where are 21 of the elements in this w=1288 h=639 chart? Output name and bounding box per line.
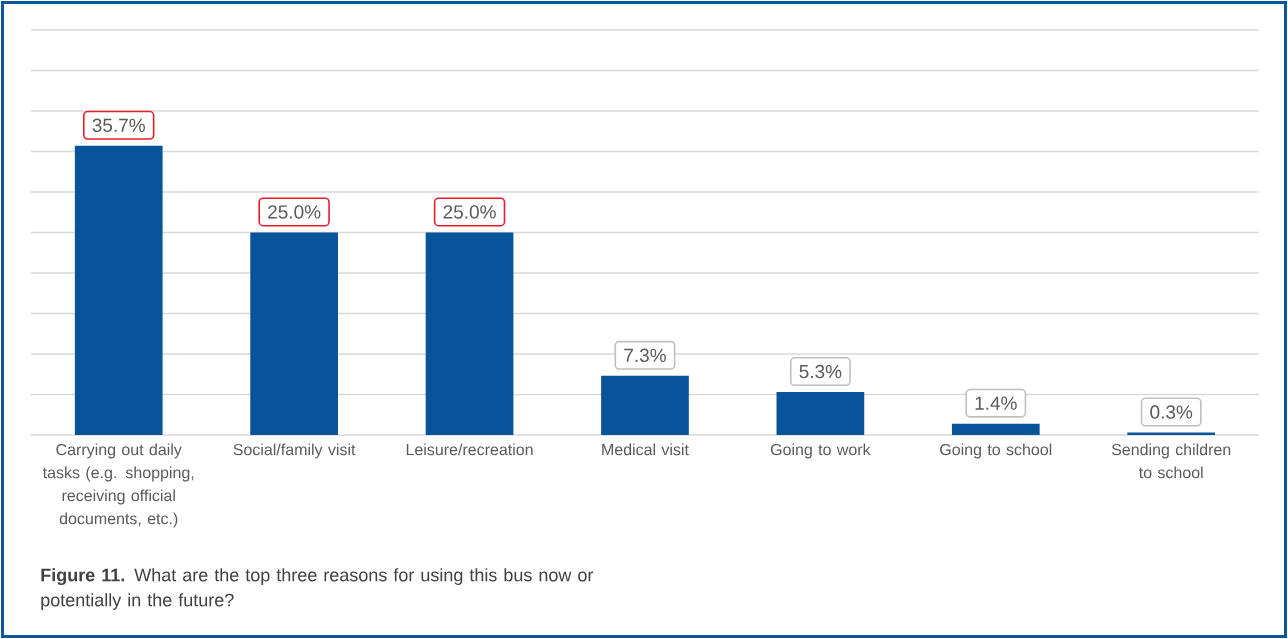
bar — [425, 232, 514, 435]
bar — [601, 375, 689, 435]
data-label: 5.3% — [799, 364, 842, 379]
x-tick-label: Going to school — [940, 443, 1052, 459]
x-tick-label: Carrying out daily tasks (e.g. shopping, receiving official documents, etc.) — [42, 443, 194, 528]
x-tick-label: Social/family visit — [233, 443, 356, 459]
x-tick-label: Leisure/recreation — [406, 443, 533, 456]
bar — [74, 145, 163, 435]
data-label: 7.3% — [624, 348, 666, 363]
x-tick-label: Sending children to school — [1111, 443, 1231, 479]
bar — [951, 423, 1040, 435]
data-label: 35.7% — [92, 118, 145, 133]
data-label: 25.0% — [443, 205, 496, 219]
bar — [776, 392, 865, 435]
text: Figure 11. What are the top three reasons for using this bus now or potentially in the future? — [41, 568, 594, 610]
data-label: 1.4% — [975, 396, 1017, 410]
data-label: 25.0% — [268, 205, 321, 219]
x-tick-label: Going to work — [770, 443, 871, 459]
bar — [250, 232, 338, 435]
data-label: 0.3% — [1150, 405, 1193, 419]
x-tick-label: Medical visit — [602, 443, 689, 456]
